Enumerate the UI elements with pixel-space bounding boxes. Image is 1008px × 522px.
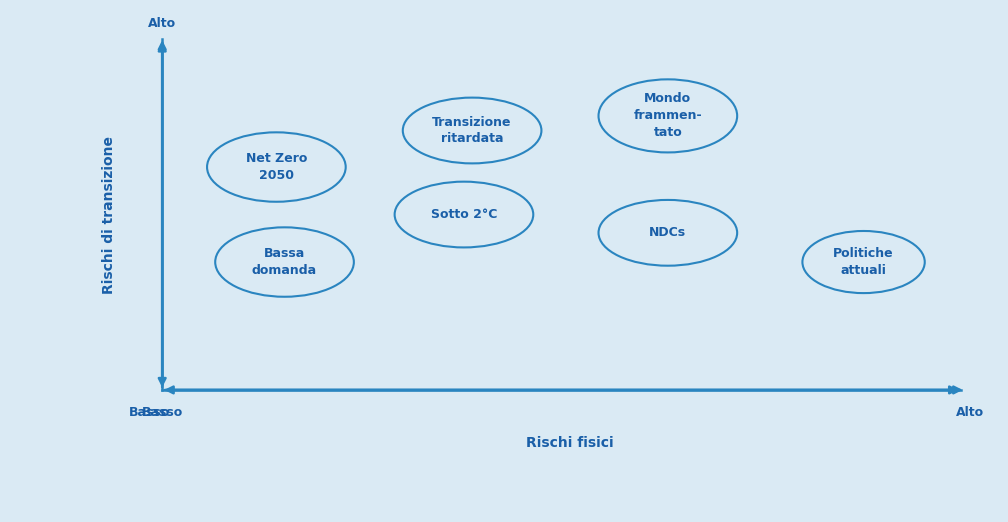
Text: Basso: Basso bbox=[141, 406, 182, 419]
Text: Alto: Alto bbox=[148, 17, 176, 30]
Text: Bassa
domanda: Bassa domanda bbox=[252, 247, 318, 277]
Text: Sotto 2°C: Sotto 2°C bbox=[430, 208, 497, 221]
Text: NDCs: NDCs bbox=[649, 227, 686, 239]
Text: Rischi fisici: Rischi fisici bbox=[526, 436, 614, 450]
Text: Politiche
attuali: Politiche attuali bbox=[834, 247, 894, 277]
Text: Net Zero
2050: Net Zero 2050 bbox=[246, 152, 307, 182]
Text: Basso: Basso bbox=[129, 406, 170, 419]
Text: Mondo
frammen-
tato: Mondo frammen- tato bbox=[634, 92, 703, 139]
Text: Transizione
ritardata: Transizione ritardata bbox=[432, 115, 512, 146]
Text: Alto: Alto bbox=[956, 406, 984, 419]
Text: Rischi di transizione: Rischi di transizione bbox=[102, 136, 116, 293]
